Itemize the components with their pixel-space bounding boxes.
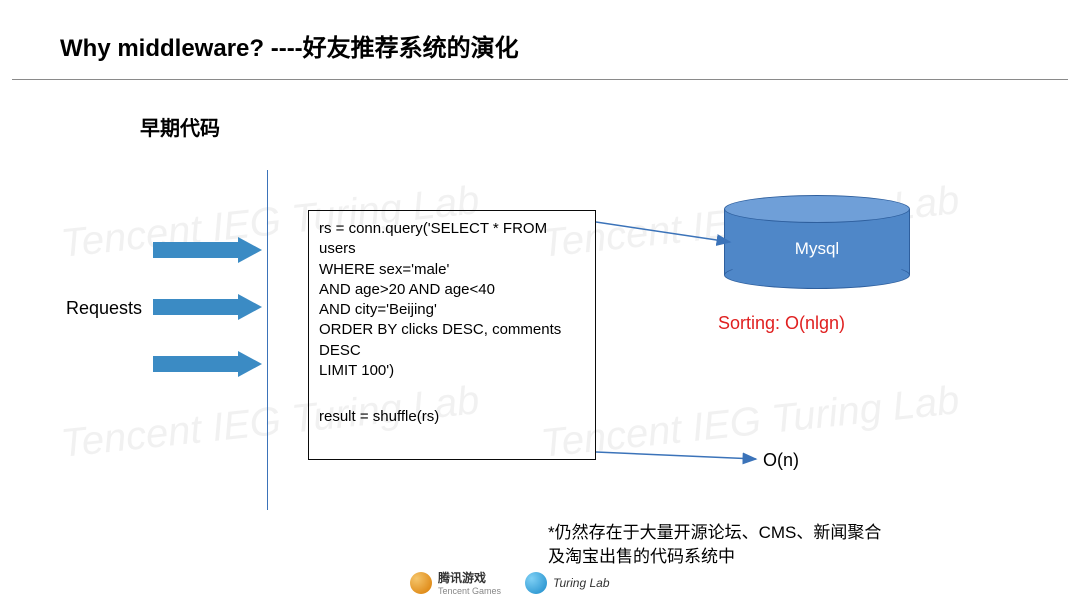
title-divider: [12, 79, 1068, 80]
vertical-divider: [267, 170, 268, 510]
tencent-games-logo: 腾讯游戏 Tencent Games: [410, 569, 501, 596]
page-title: Why middleware? ----好友推荐系统的演化: [60, 28, 1080, 63]
footnote-line: 及淘宝出售的代码系统中: [548, 545, 881, 569]
request-arrow: [153, 237, 263, 263]
tencent-logo-icon: [410, 572, 432, 594]
database-label: Mysql: [724, 239, 910, 259]
code-box: rs = conn.query('SELECT * FROM users WHE…: [308, 210, 596, 460]
request-arrow: [153, 351, 263, 377]
footer-logos: 腾讯游戏 Tencent Games Turing Lab: [410, 569, 610, 596]
subtitle: 早期代码: [140, 112, 220, 141]
sorting-complexity-label: Sorting: O(nlgn): [718, 313, 845, 334]
footnote-line: *仍然存在于大量开源论坛、CMS、新闻聚合: [548, 521, 881, 545]
on-complexity-label: O(n): [763, 450, 799, 471]
watermark: Tencent IEG Turing Lab: [539, 378, 962, 467]
request-arrow: [153, 294, 263, 320]
tencent-name-en: Tencent Games: [438, 586, 501, 596]
code-line: ORDER BY clicks DESC, comments DESC: [319, 320, 585, 361]
code-line: result = shuffle(rs): [319, 407, 585, 427]
code-line: WHERE sex='male': [319, 260, 585, 280]
code-line: AND city='Beijing': [319, 300, 585, 320]
code-line: LIMIT 100'): [319, 361, 585, 381]
code-line: AND age>20 AND age<40: [319, 280, 585, 300]
footnote: *仍然存在于大量开源论坛、CMS、新闻聚合 及淘宝出售的代码系统中: [548, 521, 881, 569]
code-line: rs = conn.query('SELECT * FROM users: [319, 219, 585, 260]
turing-name: Turing Lab: [553, 576, 609, 590]
tencent-name-cn: 腾讯游戏: [438, 569, 501, 586]
requests-label: Requests: [66, 298, 142, 319]
turing-lab-logo: Turing Lab: [525, 572, 609, 594]
database-cylinder: Mysql: [724, 195, 910, 289]
turing-logo-icon: [525, 572, 547, 594]
title-area: Why middleware? ----好友推荐系统的演化: [0, 0, 1080, 73]
